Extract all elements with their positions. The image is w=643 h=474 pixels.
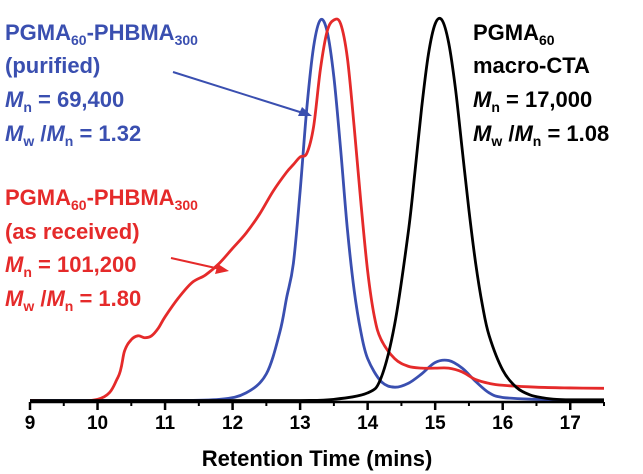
x-tick-label: 13 bbox=[290, 413, 311, 434]
series-line-macro-cta bbox=[29, 16, 605, 402]
as-received-label-line1: PGMA60-PHBMA300 bbox=[5, 185, 198, 213]
macro-cta-label-line2: macro-CTA bbox=[473, 53, 590, 78]
purified-annotation: PGMA60-PHBMA300 (purified) Mn = 69,400 M… bbox=[5, 20, 198, 149]
as-received-arrow bbox=[170, 257, 229, 274]
x-ticks-group: 9 10 11 12 13 14 15 16 17 bbox=[25, 402, 605, 434]
macro-cta-mn-label: Mn = 17,000 bbox=[473, 87, 592, 115]
x-tick-label: 15 bbox=[425, 413, 447, 434]
x-tick-label: 9 bbox=[25, 413, 36, 434]
purified-mn-label: Mn = 69,400 bbox=[5, 87, 124, 115]
x-tick-label: 11 bbox=[155, 413, 176, 434]
purified-label-line2: (purified) bbox=[5, 53, 100, 78]
x-tick-label: 12 bbox=[222, 413, 243, 434]
purified-arrow bbox=[172, 71, 312, 116]
x-tick-label: 16 bbox=[492, 413, 513, 434]
curves-group bbox=[29, 16, 605, 403]
x-axis-title: Retention Time (mins) bbox=[202, 446, 433, 471]
x-tick-label: 14 bbox=[357, 413, 379, 434]
as-received-label-line2: (as received) bbox=[5, 219, 140, 244]
macro-cta-mw-label: Mw /Mn = 1.08 bbox=[473, 121, 609, 149]
as-received-annotation: PGMA60-PHBMA300 (as received) Mn = 101,2… bbox=[5, 185, 198, 314]
purified-label-line1: PGMA60-PHBMA300 bbox=[5, 20, 198, 48]
purified-mw-label: Mw /Mn = 1.32 bbox=[5, 121, 141, 149]
x-tick-label: 17 bbox=[560, 413, 581, 434]
as-received-mn-label: Mn = 101,200 bbox=[5, 252, 137, 280]
macro-cta-label-line1: PGMA60 bbox=[473, 20, 555, 48]
as-received-mw-label: Mw /Mn = 1.80 bbox=[5, 286, 141, 314]
macro-cta-annotation: PGMA60 macro-CTA Mn = 17,000 Mw /Mn = 1.… bbox=[473, 20, 609, 149]
series-line-as-received bbox=[29, 17, 605, 403]
x-tick-label: 10 bbox=[87, 413, 108, 434]
